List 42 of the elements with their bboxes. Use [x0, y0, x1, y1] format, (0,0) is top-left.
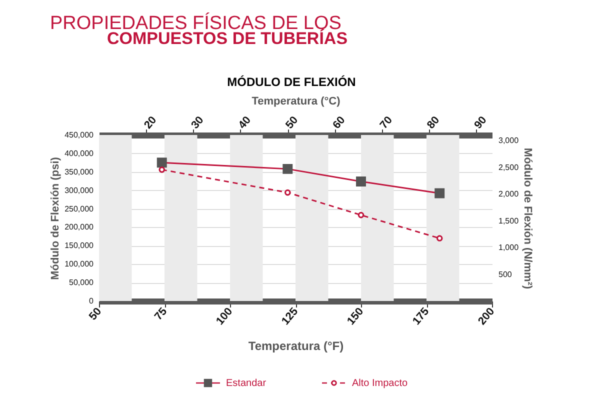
legend-label: Estandar [226, 378, 267, 389]
chart-title: MÓDULO DE FLEXIÓN [227, 75, 356, 89]
y2-tick-label: 1,500 [498, 216, 520, 226]
point [358, 212, 364, 218]
point [436, 235, 443, 242]
y-tick-label: 450,000 [64, 130, 94, 140]
x-tick-label: 150 [345, 306, 366, 328]
y2-tick-label: 2,500 [498, 162, 520, 172]
x2-tick-label: 30 [189, 114, 206, 132]
x2-tick-label: 50 [284, 114, 301, 132]
legend-label: Alto Impacto [352, 378, 408, 389]
point [158, 166, 166, 173]
y2-tick-label: 1,000 [498, 243, 520, 252]
x2-tick-label: 70 [378, 114, 395, 132]
y-axis-title: Módulo de Flexión (psi) [50, 156, 62, 280]
x-tick-label: 125 [280, 306, 301, 328]
x2-tick-label: 80 [425, 114, 442, 132]
y2-tick-label: 500 [498, 270, 512, 279]
y-tick-label: 400,000 [64, 148, 94, 158]
x2-axis-title: Temperatura (°C) [252, 95, 341, 108]
y2-tick-label: 3,000 [498, 136, 520, 146]
x-axis-title: Temperatura (°F) [248, 338, 344, 353]
x-tick-label: 200 [476, 306, 498, 328]
x2-tick-label: 90 [472, 114, 490, 132]
y2-axis-title: Módulo de Flexión (N/mm²) [522, 148, 534, 290]
x-tick-label: 50 [87, 306, 104, 323]
y-tick-label: 200,000 [64, 222, 94, 232]
y-tick-label: 100,000 [64, 260, 94, 269]
y-tick-label: 250,000 [64, 204, 94, 214]
x2-tick-label: 40 [236, 114, 254, 132]
y2-tick-label: 2,000 [498, 190, 520, 199]
y-tick-label: 150,000 [64, 241, 94, 250]
y-tick-label: 350,000 [64, 167, 94, 176]
x-tick-label: 100 [214, 306, 236, 328]
x-tick-label: 75 [152, 306, 170, 323]
y-tick-label: 50,000 [69, 278, 94, 288]
x-tick-label: 175 [410, 306, 432, 328]
x2-tick-label: 20 [142, 114, 160, 132]
point [284, 189, 291, 196]
y-tick-label: 300,000 [64, 186, 94, 195]
x2-tick-label: 60 [330, 114, 348, 132]
y-tick-label: 0 [89, 296, 94, 306]
